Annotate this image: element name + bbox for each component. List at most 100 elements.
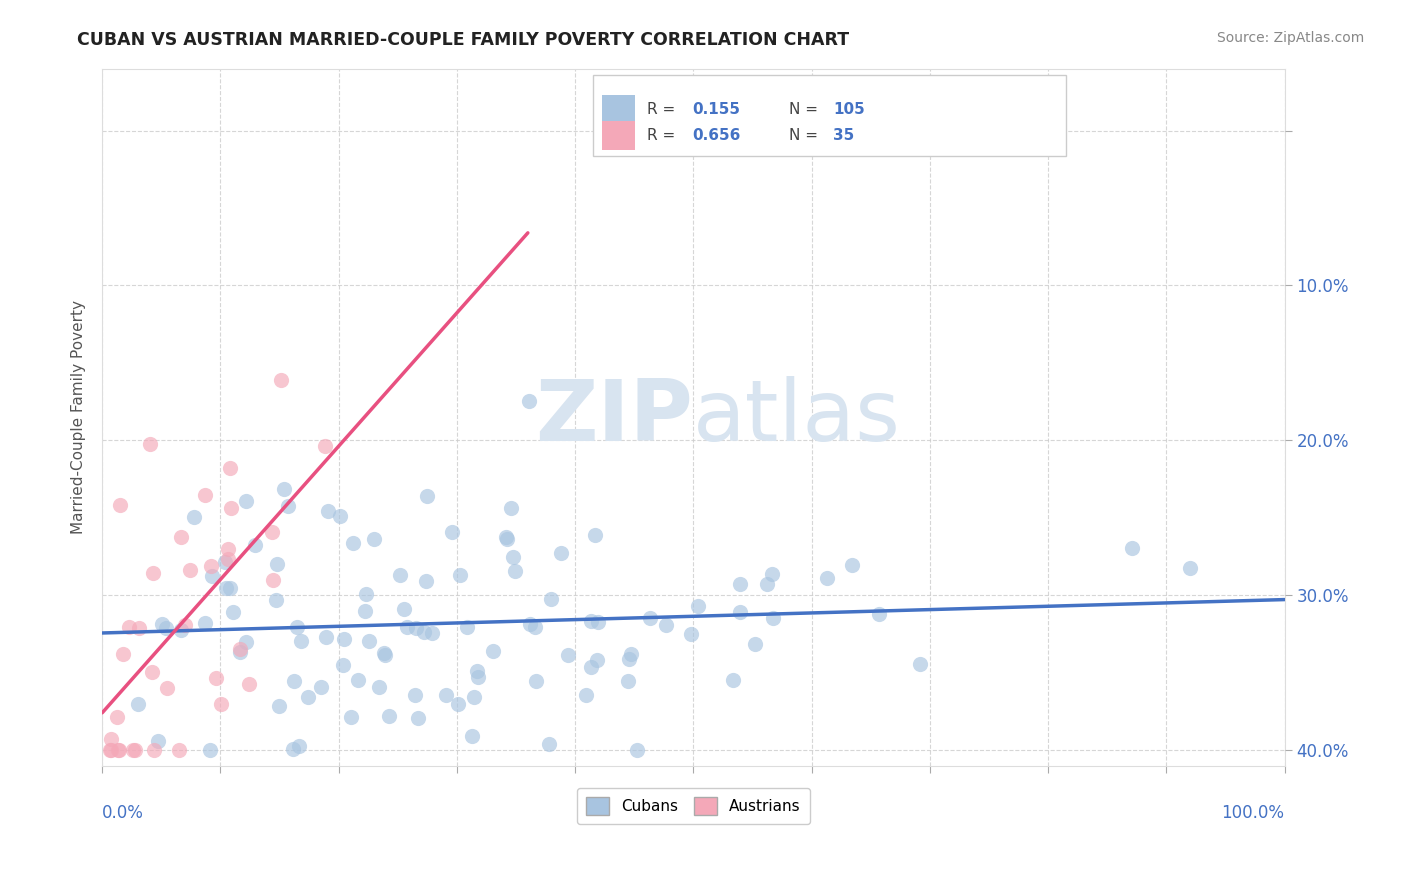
Point <box>238 677 260 691</box>
Point <box>502 550 524 565</box>
Point <box>519 617 541 632</box>
Point <box>150 617 173 632</box>
Point <box>118 620 141 634</box>
Point <box>219 461 242 475</box>
Point <box>496 532 519 546</box>
Point <box>219 501 242 516</box>
FancyBboxPatch shape <box>593 76 1066 156</box>
Point <box>193 488 215 502</box>
Point <box>679 627 702 641</box>
Point <box>405 621 427 635</box>
Point <box>281 741 304 756</box>
Point <box>406 711 429 725</box>
Point <box>467 670 489 684</box>
Bar <box>602 121 636 150</box>
Point <box>447 697 470 711</box>
Point <box>266 557 288 571</box>
Point <box>283 673 305 688</box>
Point <box>441 525 464 540</box>
Point <box>404 688 426 702</box>
Text: ZIP: ZIP <box>536 376 693 458</box>
Point <box>638 611 661 625</box>
Point <box>229 645 252 659</box>
Point <box>354 587 377 601</box>
Legend: Cubans, Austrians: Cubans, Austrians <box>576 788 810 824</box>
Point <box>392 601 415 615</box>
Point <box>342 536 364 550</box>
Point <box>100 732 122 747</box>
Text: CUBAN VS AUSTRIAN MARRIED-COUPLE FAMILY POVERTY CORRELATION CHART: CUBAN VS AUSTRIAN MARRIED-COUPLE FAMILY … <box>77 31 849 49</box>
Point <box>174 618 197 632</box>
Point <box>655 618 678 632</box>
Point <box>373 647 395 661</box>
Point <box>626 743 648 757</box>
Point <box>142 566 165 580</box>
Point <box>316 504 339 518</box>
Point <box>583 528 606 542</box>
Point <box>98 743 121 757</box>
Point <box>841 558 863 572</box>
Point <box>214 555 236 569</box>
Point <box>209 698 232 712</box>
Point <box>416 489 439 503</box>
Point <box>219 581 242 595</box>
Point <box>222 605 245 619</box>
Point <box>273 483 295 497</box>
Point <box>620 647 643 661</box>
Point <box>183 509 205 524</box>
Point <box>111 647 134 661</box>
Point <box>141 665 163 680</box>
Point <box>908 657 931 671</box>
Point <box>721 673 744 688</box>
Point <box>503 564 526 578</box>
Point <box>105 710 128 724</box>
Text: 105: 105 <box>832 103 865 118</box>
Point <box>100 743 122 757</box>
Point <box>524 674 547 689</box>
Point <box>368 680 391 694</box>
Point <box>235 494 257 508</box>
Point <box>495 530 517 544</box>
Point <box>128 621 150 635</box>
Text: Source: ZipAtlas.com: Source: ZipAtlas.com <box>1216 31 1364 45</box>
Point <box>728 577 751 591</box>
Point <box>156 681 179 695</box>
Point <box>415 574 437 588</box>
Point <box>762 611 785 625</box>
Point <box>761 567 783 582</box>
Point <box>396 619 419 633</box>
Point <box>557 648 579 662</box>
Point <box>262 573 284 587</box>
Point <box>1180 561 1202 575</box>
Point <box>311 680 333 694</box>
Text: 0.155: 0.155 <box>692 103 740 118</box>
Point <box>277 499 299 513</box>
Text: 0.0%: 0.0% <box>103 805 143 822</box>
Point <box>581 614 603 628</box>
Point <box>434 688 457 702</box>
Point <box>388 567 411 582</box>
Point <box>524 619 547 633</box>
Point <box>540 591 562 606</box>
Point <box>267 699 290 714</box>
Point <box>270 373 292 387</box>
Point <box>413 625 436 640</box>
Point <box>333 632 356 646</box>
Point <box>617 673 640 688</box>
Point <box>353 604 375 618</box>
Point <box>550 546 572 560</box>
Point <box>482 644 505 658</box>
Point <box>169 623 191 637</box>
Point <box>243 538 266 552</box>
Point <box>538 737 561 751</box>
Point <box>260 524 283 539</box>
Point <box>127 697 149 711</box>
Point <box>146 733 169 747</box>
Point <box>586 653 609 667</box>
Point <box>359 634 381 648</box>
Point <box>339 709 361 723</box>
Point <box>264 592 287 607</box>
Point <box>167 743 190 757</box>
Point <box>756 576 779 591</box>
Point <box>617 652 640 666</box>
